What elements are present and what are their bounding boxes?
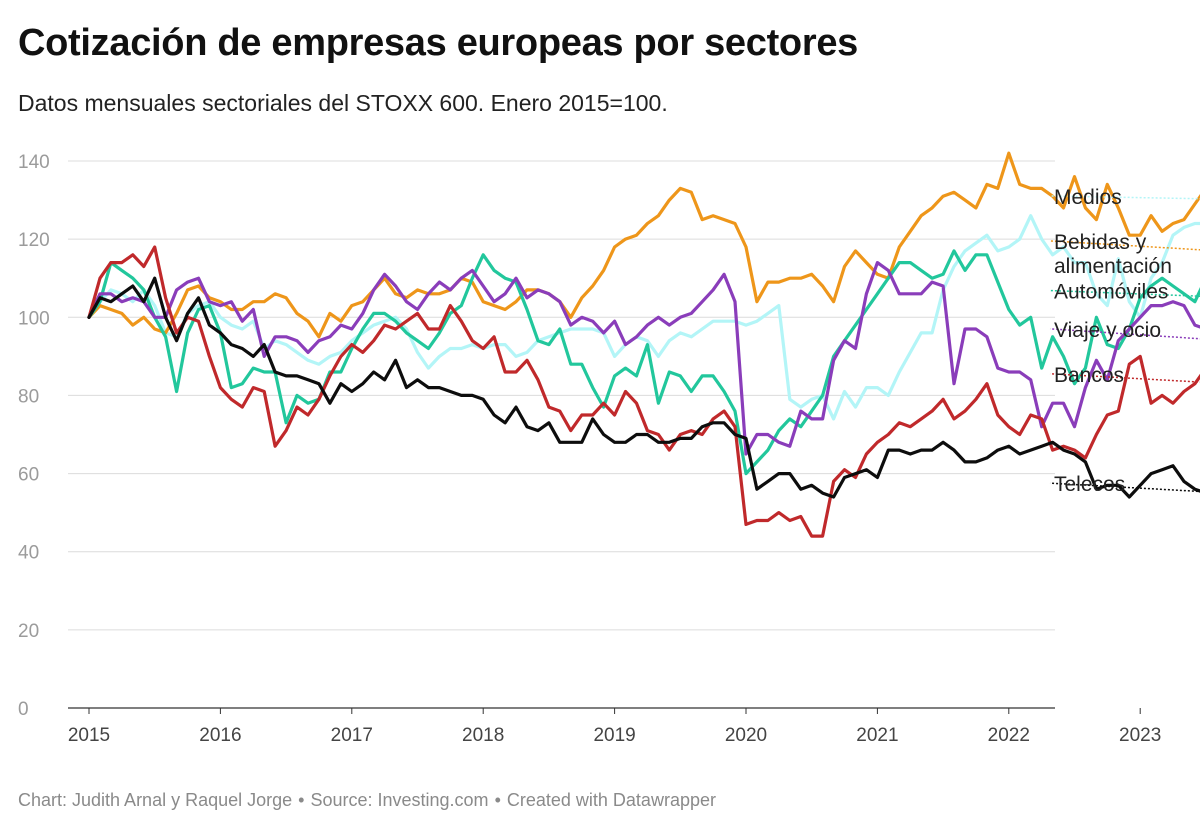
series-label: Bebidas y alimentación [1054,231,1172,278]
datawrapper-credit[interactable]: Created with Datawrapper [506,790,716,810]
chart-subtitle: Datos mensuales sectoriales del STOXX 60… [18,90,668,116]
series-line-1 [87,151,1200,339]
grid-lines [68,160,1055,709]
series-label: Viaje y ocio [1054,319,1161,342]
series-label: Automóviles [1054,281,1168,304]
chart-footer: Chart: Judith Arnal y Raquel Jorge • Sourc… [18,790,716,811]
y-tick-label: 0 [18,699,29,720]
x-tick-label: 2018 [462,725,504,746]
x-tick-label: 2016 [199,725,241,746]
y-tick-label: 140 [18,152,50,173]
series-line-0 [87,214,1200,421]
source-link[interactable]: Source: Investing.com [310,790,489,810]
y-tick-label: 20 [18,621,39,642]
series-line-2 [87,249,1200,476]
y-tick-label: 60 [18,465,39,486]
series-labels: Medios Bebidas y alimentación Automóviles Vi… [1049,186,1200,496]
x-tick-label: 2017 [331,725,373,746]
x-tick-label: 2015 [68,725,110,746]
x-tick-label: 2019 [593,725,635,746]
series-label: Medios [1054,186,1122,209]
x-tick-label: 2023 [1119,725,1161,746]
series-label: Bancos [1054,364,1124,387]
x-tick-label: 2020 [725,725,767,746]
label-connector [1049,240,1200,251]
chart-title: Cotización de empresas europeas por sect… [18,22,859,64]
series-line-5 [87,276,1200,499]
chart-credit: Chart: Judith Arnal y Raquel Jorge [18,790,293,810]
series-line-3 [87,261,1200,456]
x-tick-label: 2022 [988,725,1030,746]
series-lines [87,151,1200,538]
footer-separator: • [494,790,501,810]
y-tick-label: 100 [18,308,50,329]
footer-separator: • [298,790,305,810]
y-axis-ticks: 0 20 40 60 80 100 120 140 [18,152,50,720]
x-tick-label: 2021 [856,725,898,746]
y-tick-label: 120 [18,230,50,251]
series-label: Telecos [1054,473,1125,496]
y-tick-label: 80 [18,386,39,407]
series-line-4 [87,245,1200,538]
x-axis-ticks: 2015 2016 2017 2018 2019 2020 2021 2022 2023 [68,708,1161,746]
y-tick-label: 40 [18,543,39,564]
